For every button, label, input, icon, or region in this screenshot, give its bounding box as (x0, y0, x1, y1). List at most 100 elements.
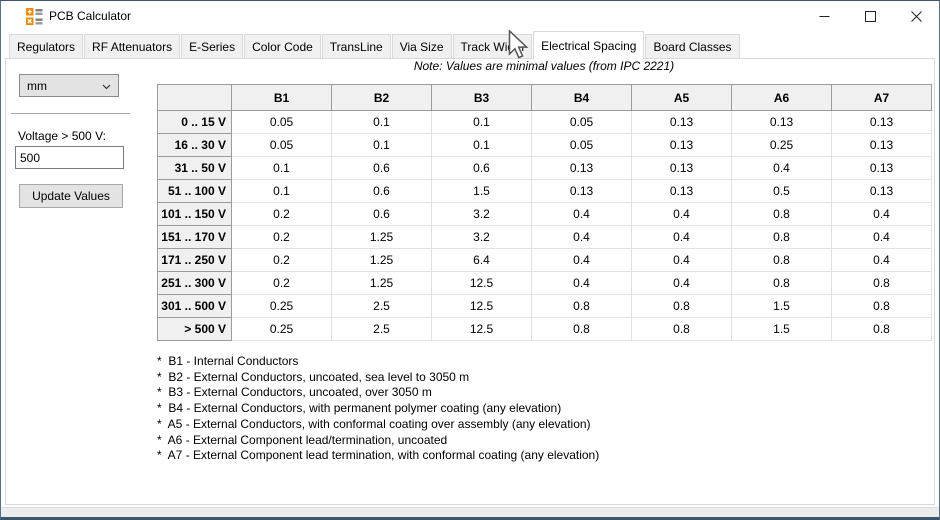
spacing-cell: 0.2 (231, 271, 332, 295)
spacing-cell: 0.8 (531, 317, 632, 341)
spacing-cell: 0.1 (231, 156, 332, 180)
spacing-cell: 0.8 (831, 317, 932, 341)
close-button[interactable] (893, 1, 939, 31)
spacing-cell: 0.6 (331, 179, 432, 203)
spacing-cell: 0.6 (331, 156, 432, 180)
tab-rf-attenuators[interactable]: RF Attenuators (84, 34, 181, 58)
footnote-line: * B2 - External Conductors, uncoated, se… (157, 369, 470, 384)
update-values-button[interactable]: Update Values (19, 184, 123, 208)
row-label: 0 .. 15 V (157, 110, 232, 134)
corner-header (157, 84, 232, 111)
window-controls (801, 1, 939, 31)
spacing-cell: 1.25 (331, 225, 432, 249)
spacing-cell: 0.25 (231, 317, 332, 341)
row-label: 251 .. 300 V (157, 271, 232, 295)
units-dropdown[interactable]: mm (19, 74, 119, 97)
footnote-line: * A6 - External Component lead/terminati… (157, 432, 448, 447)
spacing-cell: 12.5 (431, 294, 532, 318)
spacing-cell: 0.13 (631, 179, 732, 203)
spacing-cell: 0.8 (731, 225, 832, 249)
spacing-cell: 1.5 (731, 317, 832, 341)
minimize-button[interactable] (801, 1, 847, 31)
tab-transline[interactable]: TransLine (321, 34, 391, 58)
tab-via-size[interactable]: Via Size (391, 34, 452, 58)
spacing-cell: 0.2 (231, 248, 332, 272)
spacing-cell: 0.8 (731, 271, 832, 295)
row-label: 31 .. 50 V (157, 156, 232, 180)
table-row: 51 .. 100 V 0.1 0.6 1.5 0.13 0.13 0.5 0.13 (157, 179, 932, 203)
spacing-cell: 0.5 (731, 179, 832, 203)
row-label: 16 .. 30 V (157, 133, 232, 157)
spacing-cell: 0.4 (831, 248, 932, 272)
spacing-cell: 0.8 (731, 202, 832, 226)
spacing-cell: 0.4 (631, 248, 732, 272)
spacing-cell: 3.2 (431, 202, 532, 226)
table-row: 16 .. 30 V 0.05 0.1 0.1 0.05 0.13 0.25 0.13 (157, 133, 932, 157)
spacing-cell: 0.4 (531, 248, 632, 272)
mouse-cursor-icon (508, 29, 529, 65)
footnote-line: * A5 - External Conductors, with conform… (157, 416, 591, 431)
table-row: 151 .. 170 V 0.2 1.25 3.2 0.4 0.4 0.8 0.4 (157, 225, 932, 249)
row-label: 301 .. 500 V (157, 294, 232, 318)
spacing-cell: 0.1 (231, 179, 332, 203)
footnote-line: * B3 - External Conductors, uncoated, ov… (157, 385, 432, 400)
spacing-cell: 0.13 (831, 156, 932, 180)
tab-e-series[interactable]: E-Series (181, 34, 244, 58)
window-title: PCB Calculator (49, 9, 132, 23)
spacing-cell: 0.05 (231, 110, 332, 134)
tab-color-code[interactable]: Color Code (244, 34, 321, 58)
table-row: > 500 V 0.25 2.5 12.5 0.8 0.8 1.5 0.8 (157, 317, 932, 341)
voltage-input[interactable] (15, 146, 124, 169)
tab-regulators[interactable]: Regulators (9, 34, 84, 58)
spacing-cell: 0.4 (631, 271, 732, 295)
spacing-cell: 0.13 (531, 179, 632, 203)
footnote-line: * B4 - External Conductors, with permane… (157, 401, 562, 416)
table-row: 31 .. 50 V 0.1 0.6 0.6 0.13 0.13 0.4 0.13 (157, 156, 932, 180)
tab-electrical-spacing[interactable]: Electrical Spacing (533, 31, 645, 59)
spacing-cell: 0.1 (331, 110, 432, 134)
spacing-cell: 0.4 (531, 271, 632, 295)
spacing-cell: 1.5 (431, 179, 532, 203)
spacing-cell: 0.4 (731, 156, 832, 180)
spacing-cell: 0.4 (631, 225, 732, 249)
spacing-cell: 0.05 (531, 110, 632, 134)
spacing-cell: 0.6 (431, 156, 532, 180)
table-row: 301 .. 500 V 0.25 2.5 12.5 0.8 0.8 1.5 0.8 (157, 294, 932, 318)
spacing-cell: 0.2 (231, 202, 332, 226)
spacing-cell: 0.8 (631, 317, 732, 341)
spacing-cell: 6.4 (431, 248, 532, 272)
maximize-button[interactable] (847, 1, 893, 31)
footnotes: * B1 - Internal Conductors * B2 - Externa… (157, 354, 599, 464)
spacing-cell: 0.6 (331, 202, 432, 226)
spacing-cell: 0.8 (631, 294, 732, 318)
table-row: 171 .. 250 V 0.2 1.25 6.4 0.4 0.4 0.8 0.4 (157, 248, 932, 272)
table-row: 251 .. 300 V 0.2 1.25 12.5 0.4 0.4 0.8 0.8 (157, 271, 932, 295)
row-label: 151 .. 170 V (157, 225, 232, 249)
table-row: 101 .. 150 V 0.2 0.6 3.2 0.4 0.4 0.8 0.4 (157, 202, 932, 226)
spacing-cell: 2.5 (331, 294, 432, 318)
column-header-b1: B1 (231, 84, 332, 111)
column-header-b4: B4 (531, 84, 632, 111)
table-header-row: B1 B2 B3 B4 A5 A6 A7 (157, 84, 932, 111)
voltage-label: Voltage > 500 V: (18, 129, 106, 143)
spacing-cell: 0.4 (831, 225, 932, 249)
spacing-cell: 0.1 (431, 110, 532, 134)
tab-bar: Regulators RF Attenuators E-Series Color Co… (1, 31, 939, 59)
spacing-cell: 0.05 (531, 133, 632, 157)
spacing-cell: 0.8 (731, 248, 832, 272)
row-label: > 500 V (157, 317, 232, 341)
units-dropdown-value: mm (27, 78, 47, 93)
column-header-a6: A6 (731, 84, 832, 111)
spacing-cell: 1.25 (331, 248, 432, 272)
spacing-cell: 0.13 (831, 179, 932, 203)
spacing-cell: 1.5 (731, 294, 832, 318)
spacing-cell: 12.5 (431, 317, 532, 341)
column-header-a7: A7 (831, 84, 932, 111)
spacing-cell: 0.13 (831, 110, 932, 134)
spacing-cell: 0.25 (231, 294, 332, 318)
tab-board-classes[interactable]: Board Classes (645, 34, 740, 58)
table-row: 0 .. 15 V 0.05 0.1 0.1 0.05 0.13 0.13 0.13 (157, 110, 932, 134)
spacing-cell: 3.2 (431, 225, 532, 249)
row-label: 51 .. 100 V (157, 179, 232, 203)
spacing-cell: 0.05 (231, 133, 332, 157)
